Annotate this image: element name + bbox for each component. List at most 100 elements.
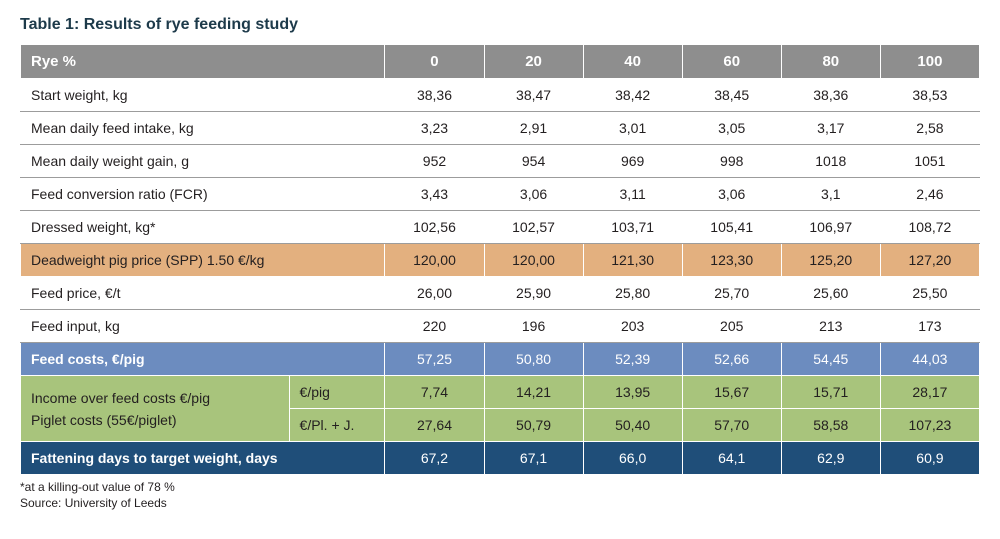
header-col-4: 80 (781, 45, 880, 79)
row-label: Fattening days to target weight, days (21, 442, 385, 475)
cell: 173 (880, 310, 979, 343)
table-row: Feed costs, €/pig57,2550,8052,3952,6654,… (21, 343, 980, 376)
cell: 196 (484, 310, 583, 343)
cell: 25,60 (781, 277, 880, 310)
cell: 50,79 (484, 409, 583, 442)
cell: 50,40 (583, 409, 682, 442)
row-label: Mean daily feed intake, kg (21, 112, 385, 145)
table-row: Mean daily weight gain, g952954969998101… (21, 145, 980, 178)
table-row: Fattening days to target weight, days67,… (21, 442, 980, 475)
table-title: Table 1: Results of rye feeding study (20, 16, 980, 34)
cell: 50,80 (484, 343, 583, 376)
cell: 2,46 (880, 178, 979, 211)
table-row: Start weight, kg38,3638,4738,4238,4538,3… (21, 79, 980, 112)
header-col-2: 40 (583, 45, 682, 79)
row-label: Feed conversion ratio (FCR) (21, 178, 385, 211)
cell: 25,70 (682, 277, 781, 310)
row-sublabel: €/Pl. + J. (289, 409, 385, 442)
cell: 60,9 (880, 442, 979, 475)
cell: 57,70 (682, 409, 781, 442)
row-label: Feed costs, €/pig (21, 343, 385, 376)
table-row: Feed conversion ratio (FCR)3,433,063,113… (21, 178, 980, 211)
cell: 125,20 (781, 244, 880, 277)
row-label: Feed price, €/t (21, 277, 385, 310)
cell: 52,66 (682, 343, 781, 376)
table-row: Feed input, kg220196203205213173 (21, 310, 980, 343)
cell: 44,03 (880, 343, 979, 376)
cell: 25,50 (880, 277, 979, 310)
cell: 38,45 (682, 79, 781, 112)
cell: 62,9 (781, 442, 880, 475)
cell: 38,47 (484, 79, 583, 112)
cell: 3,05 (682, 112, 781, 145)
cell: 998 (682, 145, 781, 178)
cell: 952 (385, 145, 484, 178)
cell: 58,58 (781, 409, 880, 442)
footnote-line-2: Source: University of Leeds (20, 495, 980, 511)
cell: 67,2 (385, 442, 484, 475)
cell: 127,20 (880, 244, 979, 277)
row-sublabel: €/pig (289, 376, 385, 409)
row-label: Mean daily weight gain, g (21, 145, 385, 178)
header-label: Rye % (21, 45, 385, 79)
cell: 105,41 (682, 211, 781, 244)
cell: 3,01 (583, 112, 682, 145)
cell: 14,21 (484, 376, 583, 409)
cell: 3,43 (385, 178, 484, 211)
cell: 121,30 (583, 244, 682, 277)
cell: 106,97 (781, 211, 880, 244)
row-label: Dressed weight, kg* (21, 211, 385, 244)
cell: 27,64 (385, 409, 484, 442)
cell: 38,36 (385, 79, 484, 112)
cell: 102,56 (385, 211, 484, 244)
cell: 954 (484, 145, 583, 178)
cell: 3,17 (781, 112, 880, 145)
table-row: Income over feed costs €/pigPiglet costs… (21, 376, 980, 409)
header-col-0: 0 (385, 45, 484, 79)
cell: 25,80 (583, 277, 682, 310)
cell: 15,67 (682, 376, 781, 409)
cell: 57,25 (385, 343, 484, 376)
cell: 108,72 (880, 211, 979, 244)
cell: 123,30 (682, 244, 781, 277)
cell: 13,95 (583, 376, 682, 409)
cell: 38,42 (583, 79, 682, 112)
cell: 38,36 (781, 79, 880, 112)
cell: 64,1 (682, 442, 781, 475)
cell: 2,58 (880, 112, 979, 145)
row-label: Deadweight pig price (SPP) 1.50 €/kg (21, 244, 385, 277)
header-col-3: 60 (682, 45, 781, 79)
cell: 3,06 (682, 178, 781, 211)
header-row: Rye % 0 20 40 60 80 100 (21, 45, 980, 79)
cell: 102,57 (484, 211, 583, 244)
row-label-group: Income over feed costs €/pigPiglet costs… (21, 376, 290, 442)
cell: 26,00 (385, 277, 484, 310)
cell: 205 (682, 310, 781, 343)
table-row: Feed price, €/t26,0025,9025,8025,7025,60… (21, 277, 980, 310)
table-row: Dressed weight, kg*102,56102,57103,71105… (21, 211, 980, 244)
cell: 120,00 (385, 244, 484, 277)
cell: 52,39 (583, 343, 682, 376)
cell: 66,0 (583, 442, 682, 475)
cell: 2,91 (484, 112, 583, 145)
table-row: Mean daily feed intake, kg3,232,913,013,… (21, 112, 980, 145)
row-label: Start weight, kg (21, 79, 385, 112)
cell: 1018 (781, 145, 880, 178)
row-label: Feed input, kg (21, 310, 385, 343)
cell: 1051 (880, 145, 979, 178)
cell: 25,90 (484, 277, 583, 310)
cell: 213 (781, 310, 880, 343)
cell: 103,71 (583, 211, 682, 244)
table-body: Start weight, kg38,3638,4738,4238,4538,3… (21, 79, 980, 475)
cell: 107,23 (880, 409, 979, 442)
cell: 28,17 (880, 376, 979, 409)
cell: 3,06 (484, 178, 583, 211)
cell: 3,1 (781, 178, 880, 211)
row-label: Income over feed costs €/pig (31, 390, 279, 406)
cell: 220 (385, 310, 484, 343)
footnote-line-1: *at a killing-out value of 78 % (20, 479, 980, 495)
cell: 15,71 (781, 376, 880, 409)
cell: 67,1 (484, 442, 583, 475)
cell: 3,11 (583, 178, 682, 211)
cell: 38,53 (880, 79, 979, 112)
